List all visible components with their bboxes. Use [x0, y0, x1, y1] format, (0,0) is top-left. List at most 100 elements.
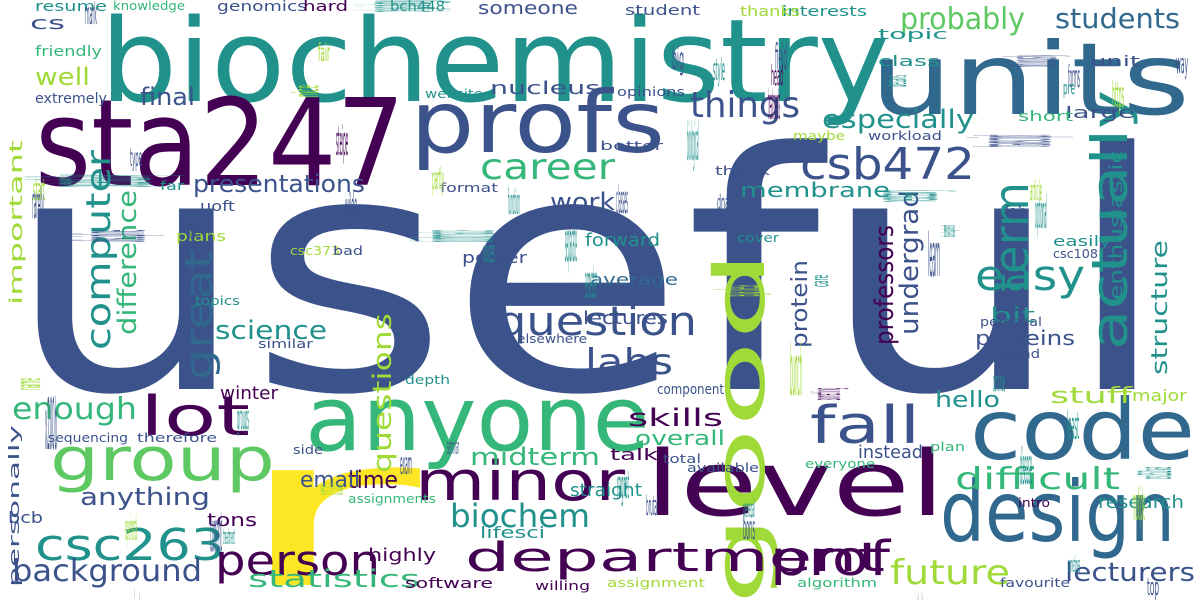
cloud-word: sequencing: [48, 431, 128, 445]
cloud-word: easily: [1053, 234, 1112, 250]
cloud-word: something: [804, 387, 850, 400]
cloud-word: experiment: [128, 582, 140, 600]
cloud-word: classes: [616, 178, 628, 222]
cloud-word: sometimes: [1068, 553, 1080, 578]
cloud-word: things: [690, 85, 801, 126]
cloud-word: maybe: [793, 129, 846, 143]
cloud-word: time: [348, 466, 399, 494]
cloud-word: difficult: [955, 462, 1120, 497]
cloud-word: knowledge: [113, 0, 186, 13]
cloud-word: necessary: [849, 189, 959, 202]
cloud-word: article: [1030, 174, 1043, 207]
cloud-word: career: [480, 147, 615, 188]
cloud-word: lab: [1005, 204, 1028, 220]
cloud-word: side: [293, 443, 324, 457]
cloud-word: student: [625, 3, 700, 19]
cloud-word: rarely: [32, 178, 44, 229]
cloud-word: biochemistry: [100, 0, 890, 129]
cloud-word: final: [140, 83, 196, 111]
cloud-word: important: [6, 140, 27, 305]
cloud-word: skills: [628, 404, 724, 432]
cloud-word: nucleus: [490, 78, 601, 99]
cloud-word: far: [160, 179, 185, 193]
cloud-word: component: [657, 382, 725, 398]
cloud-word: brutal: [646, 489, 659, 522]
cloud-word: algorithm: [797, 576, 877, 590]
cloud-word: website: [425, 87, 484, 101]
cloud-word: uoft: [200, 199, 236, 215]
cloud-word: discipline: [57, 229, 167, 242]
cloud-word: department: [465, 535, 886, 581]
cloud-word: way: [1176, 47, 1189, 80]
cloud-word: start: [33, 173, 46, 208]
cloud-word: question: [497, 299, 697, 345]
cloud-word: depth: [405, 373, 450, 387]
cloud-word: sound: [995, 347, 1041, 361]
cloud-word: total: [663, 452, 702, 466]
cloud-word: transcript: [948, 134, 1076, 147]
cloud-word: especially: [822, 105, 974, 135]
cloud-word: useful: [5, 83, 1171, 467]
cloud-word: prof: [770, 531, 891, 587]
cloud-word: everyone: [805, 457, 876, 471]
cloud-word: treatments: [768, 79, 780, 130]
cloud-word: forms: [1068, 60, 1080, 95]
cloud-word: hello: [935, 388, 1001, 413]
cloud-word: personally: [7, 425, 23, 587]
cloud-word: hard: [303, 0, 349, 15]
cloud-word: lectures: [583, 308, 668, 329]
cloud-word: favourite: [1000, 576, 1071, 590]
cloud-word: mark: [85, 0, 97, 32]
cloud-word: friendly: [35, 44, 102, 60]
cloud-word: bunch: [790, 330, 803, 412]
cloud-word: winter: [220, 383, 279, 404]
cloud-word: steipe: [336, 119, 348, 165]
cloud-word: extremely: [35, 91, 107, 107]
cloud-word: cs: [30, 13, 66, 34]
cloud-word: overall: [635, 426, 725, 450]
cloud-word: enthusiastic: [1106, 149, 1127, 300]
cloud-word: csb472: [800, 139, 975, 190]
cloud-word: fall: [810, 396, 920, 456]
cloud-word: style: [713, 53, 726, 88]
cloud-word: anyone: [305, 367, 650, 472]
cloud-word: learn: [928, 221, 941, 291]
cloud-word: poster: [462, 248, 528, 267]
cloud-word: future: [890, 553, 1010, 593]
cloud-word: available: [687, 461, 759, 475]
cloud-word: easy: [975, 251, 1086, 300]
cloud-word: care: [806, 274, 834, 287]
cloud-word: email: [300, 468, 361, 493]
cloud-word: midterm: [470, 443, 600, 471]
cloud-word: continue: [993, 365, 1006, 398]
cloud-word: willing: [535, 579, 590, 593]
cloud-word: plan: [930, 440, 966, 454]
cloud-word: obviously: [991, 55, 1073, 67]
cloud-word: partly: [432, 162, 445, 197]
cloud-word: science: [215, 316, 328, 346]
cloud-word: labs: [585, 342, 674, 383]
cloud-word: code: [970, 381, 1196, 479]
cloud-word: thank: [715, 164, 770, 178]
cloud-word: great: [177, 249, 221, 380]
cloud-word: sta247: [35, 75, 406, 214]
cloud-word: head: [771, 59, 784, 92]
cloud-word: average: [590, 270, 679, 289]
cloud-word: https: [1112, 75, 1125, 116]
cloud-word: topic: [878, 27, 948, 43]
cloud-word: interests: [782, 4, 867, 20]
cloud-word: group: [50, 425, 275, 495]
cloud-word: field: [775, 37, 787, 78]
cloud-word: seminar: [447, 435, 460, 460]
cloud-word: work: [550, 188, 615, 216]
cloud-word: reqs: [15, 588, 27, 600]
cloud-word: r: [230, 390, 421, 600]
cloud-word: bit: [990, 303, 1036, 327]
cloud-word: lecturers: [1065, 558, 1196, 588]
cloud-word: biochem: [450, 497, 590, 535]
cloud-word: short: [1018, 109, 1074, 125]
cloud-word: csc108: [1053, 247, 1099, 261]
cloud-word: opinions: [617, 85, 685, 99]
cloud-word: enough: [12, 392, 137, 427]
cloud-word: series: [188, 212, 200, 247]
